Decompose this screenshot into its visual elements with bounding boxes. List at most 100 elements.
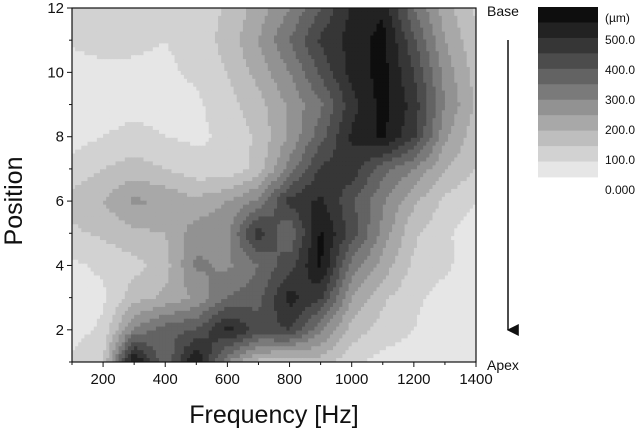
contour-cell (199, 63, 204, 68)
contour-cell (286, 55, 291, 60)
contour-cell (106, 78, 110, 84)
contour-cell (168, 55, 173, 60)
contour-cell (373, 59, 378, 64)
contour-cell (230, 78, 235, 84)
contour-cell (357, 67, 362, 72)
contour-cell (84, 63, 89, 68)
contour-cell (106, 43, 110, 48)
contour-cell (221, 63, 225, 68)
contour-cell (75, 51, 79, 56)
contour-cell (177, 55, 182, 60)
contour-cell (159, 55, 163, 60)
contour-cell (214, 51, 219, 56)
contour-cell (314, 23, 319, 29)
contour-cell (404, 78, 409, 84)
contour-cell (165, 78, 169, 84)
contour-cell (426, 15, 430, 21)
contour-cell (420, 35, 424, 41)
contour-cell (410, 23, 415, 29)
contour-cell (289, 63, 294, 68)
contour-cell (261, 78, 266, 84)
contour-cell (118, 31, 123, 37)
contour-cell (218, 74, 222, 80)
contour-cell (441, 63, 446, 68)
contour-cell (196, 35, 201, 41)
contour-cell (143, 43, 148, 48)
contour-cell (190, 63, 194, 68)
contour-cell (292, 27, 297, 33)
contour-cell (106, 27, 110, 33)
contour-cell (448, 63, 452, 68)
contour-cell (242, 47, 247, 52)
contour-cell (127, 51, 132, 56)
contour-cell (267, 15, 272, 21)
contour-cell (152, 63, 157, 68)
contour-cell (264, 8, 269, 13)
contour-cell (103, 35, 107, 41)
contour-cell (466, 31, 471, 37)
contour-cell (208, 43, 213, 48)
contour-cell (429, 27, 434, 33)
contour-cell (242, 19, 247, 25)
contour-cell (242, 27, 247, 33)
contour-cell (227, 47, 232, 52)
contour-cell (199, 51, 204, 56)
contour-cell (280, 11, 284, 17)
contour-cell (320, 70, 325, 76)
contour-cell (326, 15, 331, 21)
contour-cell (143, 63, 148, 68)
contour-cell (385, 15, 390, 21)
contour-cell (323, 43, 328, 48)
contour-cell (143, 74, 148, 80)
contour-cell (180, 63, 185, 68)
contour-cell (311, 59, 315, 64)
contour-cell (441, 51, 446, 56)
contour-cell (457, 55, 462, 60)
contour-cell (323, 59, 328, 64)
contour-cell (373, 78, 378, 84)
contour-cell (274, 23, 278, 29)
contour-cell (314, 70, 319, 76)
contour-cell (323, 55, 328, 60)
contour-cell (342, 39, 347, 44)
contour-cell (472, 11, 476, 17)
contour-cell (165, 23, 169, 29)
contour-cell (323, 78, 328, 84)
contour-cell (463, 31, 468, 37)
contour-cell (317, 19, 322, 25)
contour-cell (255, 67, 260, 72)
contour-cell (463, 74, 468, 80)
contour-cell (155, 43, 160, 48)
contour-cell (140, 39, 145, 44)
contour-cell (143, 39, 148, 44)
contour-cell (264, 39, 269, 44)
contour-cell (221, 8, 225, 13)
contour-cell (305, 59, 309, 64)
contour-cell (93, 11, 98, 17)
contour-cell (199, 47, 204, 52)
contour-cell (382, 59, 387, 64)
contour-cell (382, 31, 387, 37)
contour-cell (407, 59, 412, 64)
contour-cell (168, 23, 173, 29)
contour-cell (370, 55, 375, 60)
contour-cell (252, 70, 256, 76)
contour-cell (432, 78, 437, 84)
contour-cell (305, 63, 309, 68)
contour-cell (277, 74, 281, 80)
contour-cell (168, 74, 173, 80)
contour-cell (255, 8, 260, 13)
contour-cell (429, 47, 434, 52)
contour-cell (239, 15, 244, 21)
contour-cell (134, 82, 138, 88)
contour-cell (413, 19, 418, 25)
contour-cell (87, 27, 92, 33)
contour-cell (131, 63, 135, 68)
contour-cell (301, 35, 306, 41)
contour-cell (301, 31, 306, 37)
contour-cell (233, 78, 238, 84)
contour-cell (90, 63, 95, 68)
contour-cell (351, 59, 356, 64)
contour-cell (429, 59, 434, 64)
contour-cell (230, 70, 235, 76)
